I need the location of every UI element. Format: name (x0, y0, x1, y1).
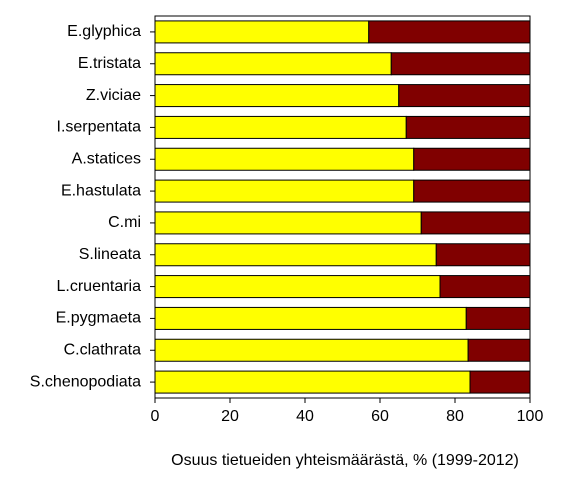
x-tick-label: 100 (517, 408, 544, 425)
y-tick-label: Z.viciae (86, 87, 141, 104)
y-tick-label: E.glyphica (67, 23, 141, 40)
y-tick-label: S.chenopodiata (30, 373, 141, 390)
x-tick-label: 60 (371, 408, 389, 425)
y-tick-label: L.cruentaria (57, 278, 142, 295)
x-axis-label: Osuus tietueiden yhteismäärästä, % (1999… (171, 452, 519, 469)
bar-segment (154, 179, 415, 203)
bar-segment (405, 115, 531, 139)
bar-segment (154, 115, 407, 139)
x-tick-label: 20 (221, 408, 239, 425)
y-tick-label: A.statices (72, 150, 141, 167)
bar-segment (154, 84, 400, 108)
bar-segment (154, 52, 392, 76)
bar-segment (413, 147, 531, 171)
bar-segment (154, 338, 469, 362)
bar-segment (154, 370, 471, 394)
y-tick-label: C.mi (108, 214, 141, 231)
y-tick-label: C.clathrata (64, 341, 141, 358)
y-tick-label: S.lineata (79, 246, 141, 263)
bar-segment (390, 52, 531, 76)
bar-segment (154, 306, 467, 330)
bar-segment (154, 147, 415, 171)
bar-segment (154, 275, 441, 299)
y-tick-label: E.tristata (78, 55, 141, 72)
bar-segment (435, 243, 531, 267)
bar-segment (465, 306, 531, 330)
bar-segment (154, 243, 437, 267)
y-tick-label: I.serpentata (57, 119, 142, 136)
bar-segment (420, 211, 531, 235)
x-tick-label: 40 (296, 408, 314, 425)
bar-segment (154, 20, 370, 44)
bar-segment (368, 20, 531, 44)
bar-segment (439, 275, 531, 299)
y-tick-label: E.hastulata (61, 182, 141, 199)
bar-segment (469, 370, 531, 394)
x-tick-label: 80 (446, 408, 464, 425)
bar-segment (467, 338, 531, 362)
bar-segment (413, 179, 531, 203)
bar-segment (154, 211, 422, 235)
bar-segment (398, 84, 531, 108)
plot-frame (154, 15, 531, 399)
y-tick-label: E.pygmaeta (56, 310, 141, 327)
x-tick-label: 0 (151, 408, 160, 425)
